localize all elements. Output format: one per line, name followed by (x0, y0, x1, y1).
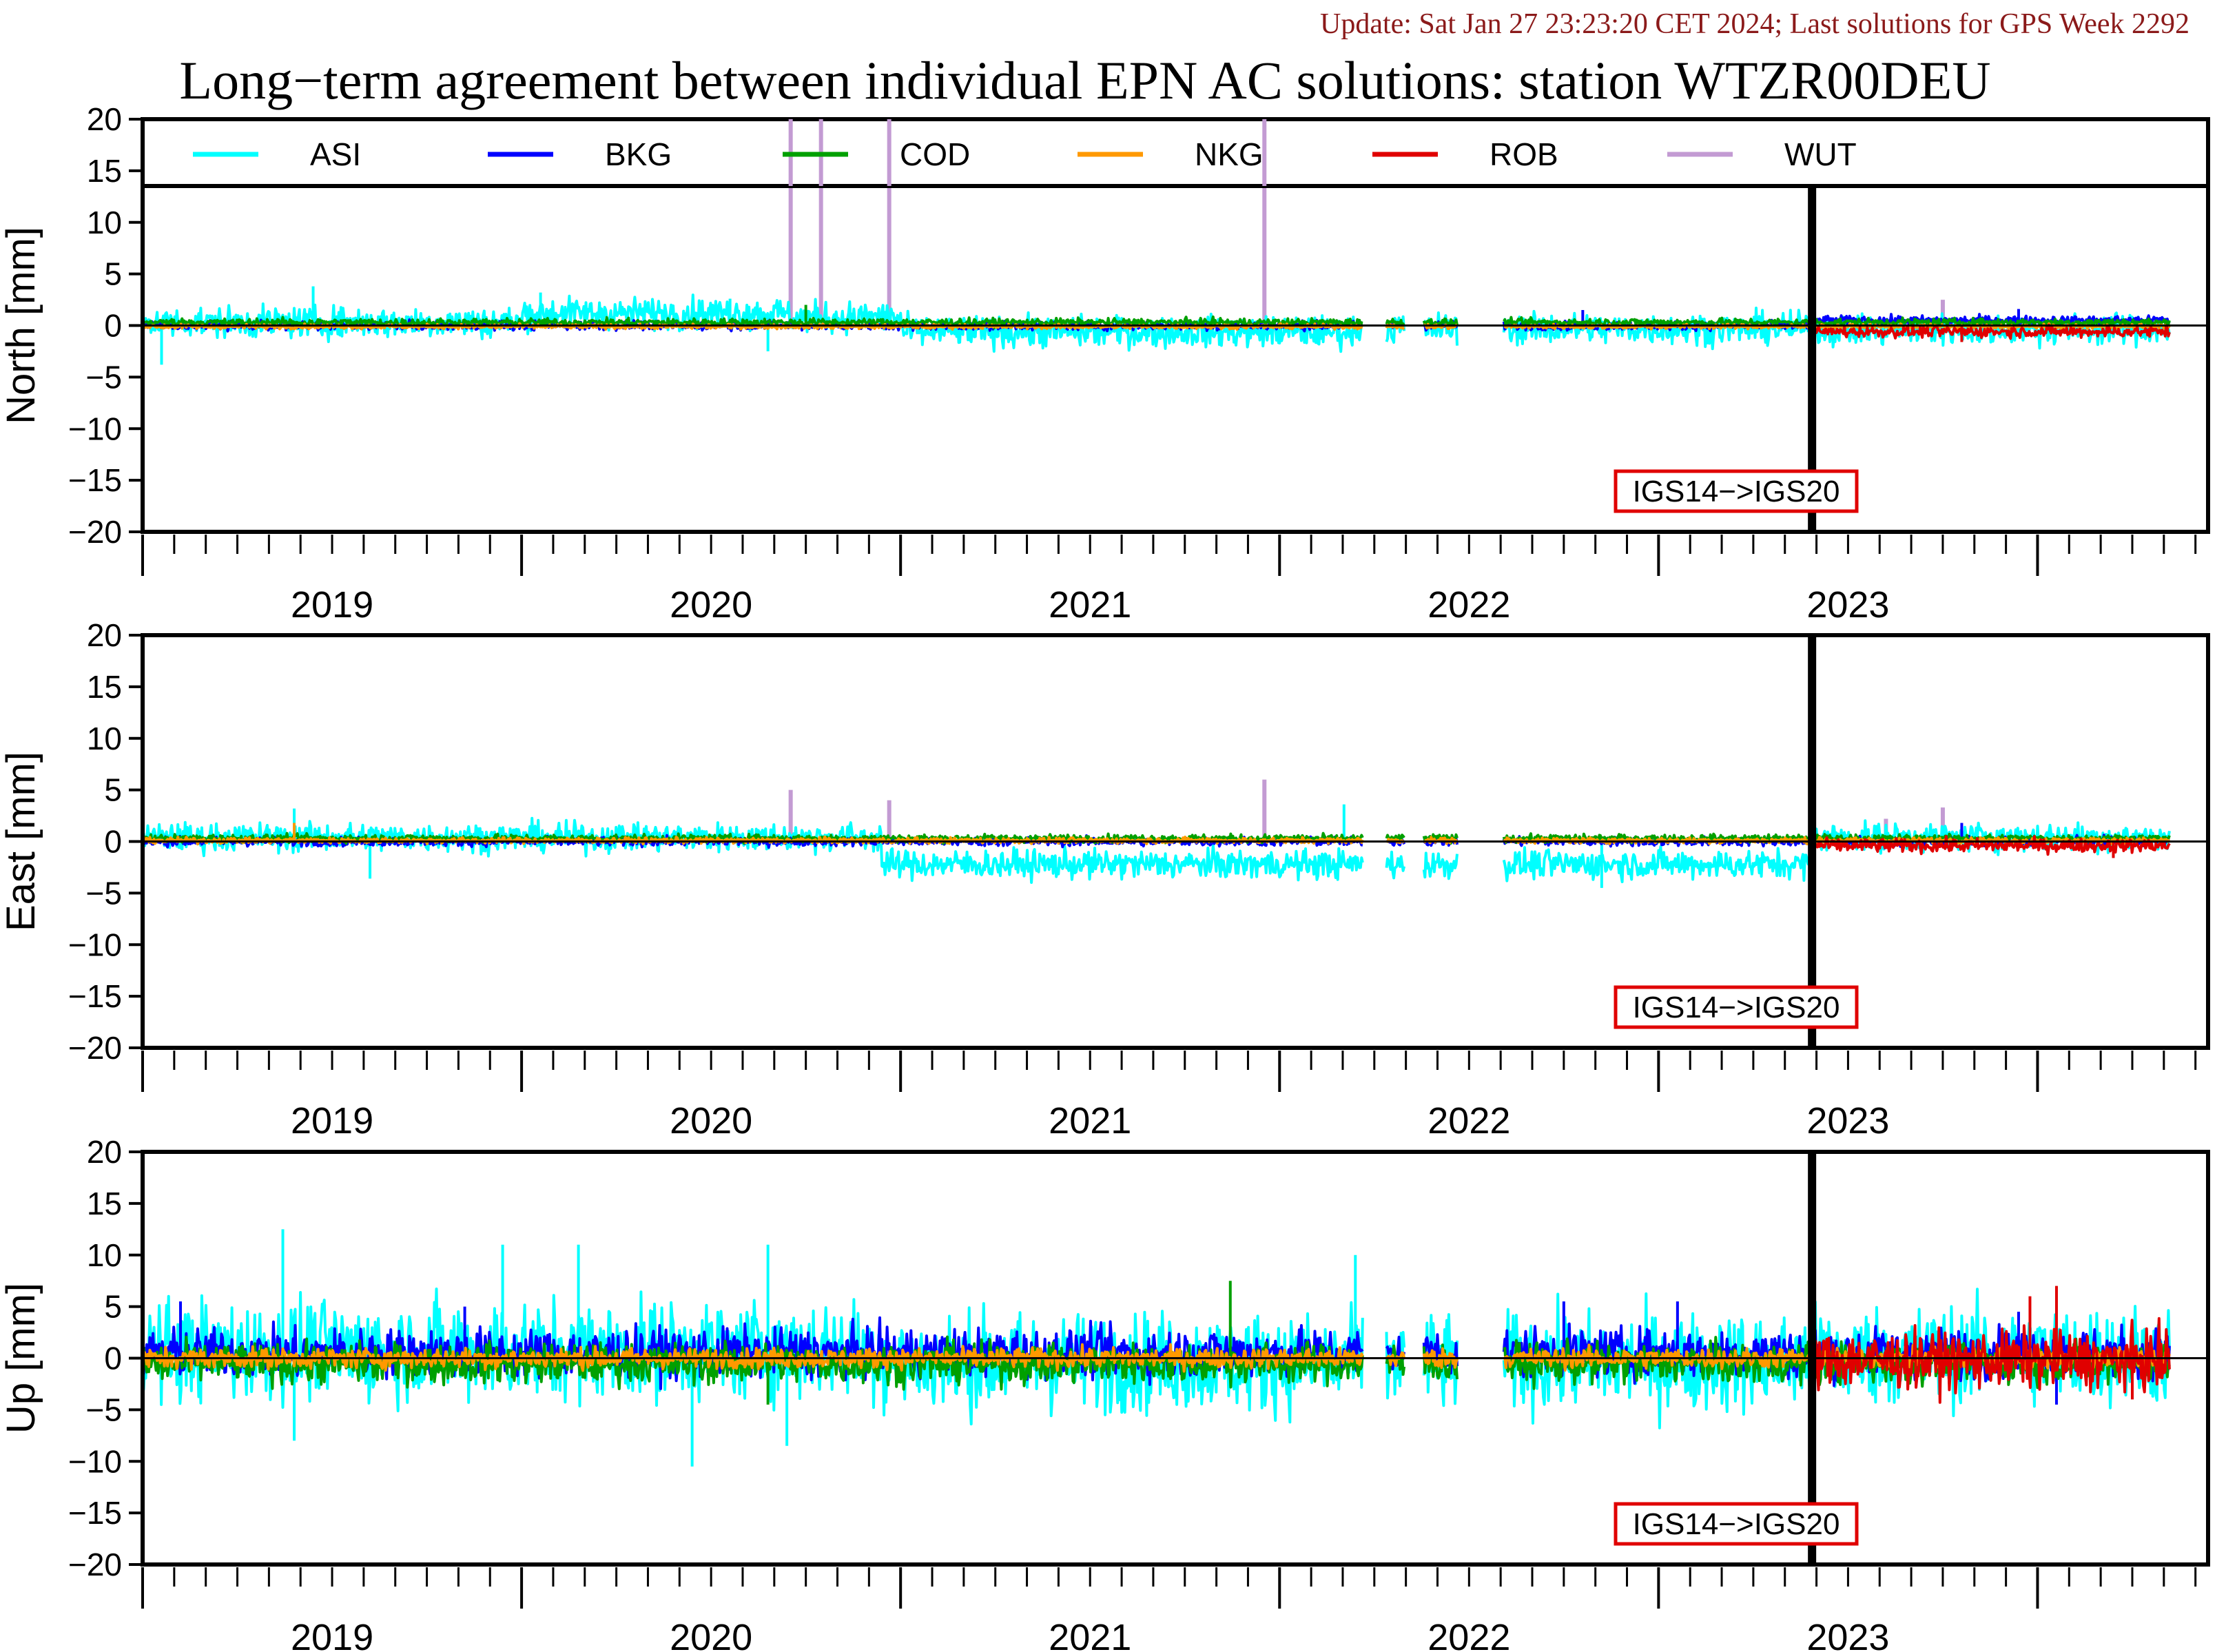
y-tick-label: −5 (86, 875, 122, 911)
annotation-box (1614, 469, 1859, 513)
x-tick-label-2020: 2020 (670, 1617, 752, 1652)
y-tick-label: 0 (104, 824, 122, 860)
y-tick-label: −5 (86, 359, 122, 395)
series-line-nkg (143, 1343, 2171, 1373)
x-tick-label-2023: 2023 (1806, 1100, 1889, 1142)
y-axis-title: North [mm] (0, 227, 43, 424)
legend-bg (143, 119, 2208, 186)
x-tick-label-2022: 2022 (1428, 584, 1510, 626)
x-tick-label-2021: 2021 (1049, 1100, 1131, 1142)
y-tick-label: 5 (104, 256, 122, 292)
series-line-asi (143, 1288, 2171, 1429)
y-tick-label: 20 (87, 1134, 122, 1170)
plot-area-east (143, 779, 2171, 888)
series-line-rob (1808, 323, 2171, 340)
y-tick-label: −10 (68, 927, 122, 962)
y-tick-label: 10 (87, 205, 122, 240)
update-timestamp: Update: Sat Jan 27 23:23:20 CET 2024; La… (1320, 8, 2189, 40)
legend-frame (141, 117, 2210, 188)
x-tick-label-2019: 2019 (291, 584, 373, 626)
annotation-label: IGS14−>IGS20 (1633, 475, 1840, 508)
x-tick-label-2021: 2021 (1049, 1617, 1131, 1652)
y-tick-label: −15 (68, 1495, 122, 1531)
x-tick-label-2023: 2023 (1806, 1617, 1889, 1652)
y-tick-label: 10 (87, 1237, 122, 1273)
panel-north: 20 15 10 5 0 −5 −10 −15 −20 North [mm] 2019 2020 202… (0, 101, 2210, 626)
series-line-rob (1808, 1317, 2171, 1404)
annotation-box (1614, 1502, 1859, 1546)
panel-east: 20 15 10 5 0 −5 −10 −15 −20 East [mm] 2019 2020 2021… (0, 617, 2210, 1142)
y-tick-label: −10 (68, 411, 122, 446)
y-tick-label: 0 (104, 1341, 122, 1376)
y-tick-label: 5 (104, 1289, 122, 1325)
x-tick-label-2023: 2023 (1806, 584, 1889, 626)
annotation-box (1614, 985, 1859, 1029)
y-tick-label: −20 (68, 1547, 122, 1582)
legend-label-asi: ASI (310, 136, 361, 172)
x-tick-label-2019: 2019 (291, 1617, 373, 1652)
y-axis-title: East [mm] (0, 752, 43, 931)
series-line-asi (143, 816, 2171, 884)
legend-label-nkg: NKG (1195, 136, 1264, 172)
legend-label-cod: COD (900, 136, 970, 172)
x-tick-label-2022: 2022 (1428, 1617, 1510, 1652)
x-tick-label-2020: 2020 (670, 1100, 752, 1142)
y-tick-label: −5 (86, 1392, 122, 1427)
series-line-asi (143, 293, 2171, 353)
y-tick-label: −20 (68, 1030, 122, 1066)
x-tick-label-2021: 2021 (1049, 584, 1131, 626)
legend-label-rob: ROB (1490, 136, 1558, 172)
x-tick-label-2019: 2019 (291, 1100, 373, 1142)
x-tick-label-2020: 2020 (670, 584, 752, 626)
annotation-label: IGS14−>IGS20 (1633, 1507, 1840, 1541)
y-tick-label: −15 (68, 462, 122, 498)
chart-title: Long−term agreement between individual E… (179, 50, 1990, 110)
y-tick-label: 15 (87, 669, 122, 705)
y-axis-title: Up [mm] (0, 1283, 43, 1434)
y-tick-label: 15 (87, 153, 122, 189)
y-tick-label: 20 (87, 101, 122, 137)
y-tick-label: 0 (104, 308, 122, 344)
annotation-label: IGS14−>IGS20 (1633, 991, 1840, 1024)
y-tick-label: 5 (104, 772, 122, 808)
legend-label-bkg: BKG (605, 136, 672, 172)
x-tick-label-2022: 2022 (1428, 1100, 1510, 1142)
y-tick-label: 10 (87, 721, 122, 756)
plot-area-up (143, 1229, 2171, 1467)
y-tick-label: −15 (68, 978, 122, 1014)
series-line-nkg (143, 835, 2171, 846)
y-tick-label: 15 (87, 1186, 122, 1221)
y-tick-label: −20 (68, 514, 122, 550)
series-line-rob (1808, 835, 2171, 856)
y-tick-label: 20 (87, 617, 122, 653)
y-tick-label: −10 (68, 1443, 122, 1479)
plot-area-north (143, 186, 2171, 365)
panel-up: 20 15 10 5 0 −5 −10 −15 −20 Up [mm] 2019 2020 2021 20… (0, 1134, 2210, 1652)
legend-label-wut: WUT (1784, 136, 1857, 172)
